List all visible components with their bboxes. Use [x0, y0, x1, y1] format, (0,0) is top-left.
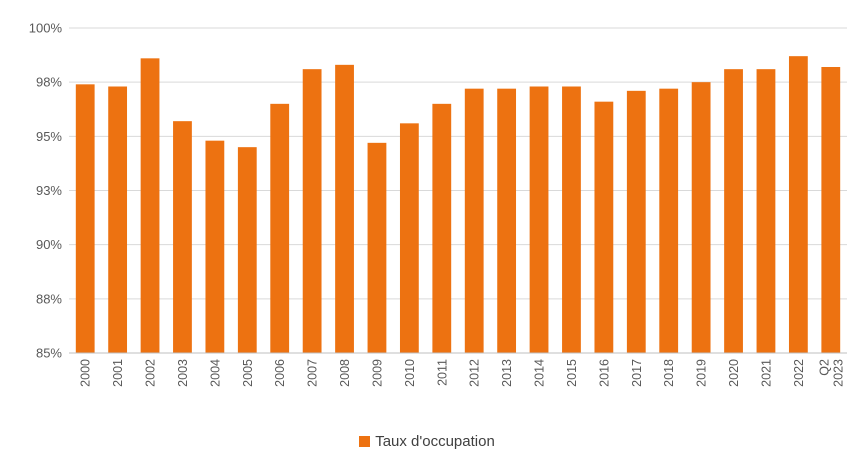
x-tick-label: 2014	[533, 359, 547, 387]
bar	[367, 142, 387, 353]
x-tick-label: 2006	[273, 359, 287, 387]
x-tick-label: 2002	[144, 359, 158, 387]
gridlines	[69, 27, 847, 354]
x-tick-label: Q22023	[817, 359, 845, 387]
y-tick-label: 95%	[36, 129, 62, 144]
x-tick-label: 2009	[370, 359, 384, 387]
y-tick-label: 90%	[36, 237, 62, 252]
bar	[626, 90, 646, 353]
x-tick-label: 2011	[435, 359, 449, 386]
x-tick-label: 2010	[403, 359, 417, 387]
bar	[529, 86, 549, 353]
x-tick-label: 2004	[208, 359, 222, 387]
y-tick-label: 85%	[36, 346, 62, 361]
bar	[464, 88, 484, 354]
x-tick-label: 2007	[306, 359, 320, 387]
bar	[270, 103, 290, 353]
y-tick-label: 93%	[36, 183, 62, 198]
bar	[594, 101, 614, 354]
bar	[788, 56, 808, 354]
x-tick-label: 2001	[111, 359, 125, 387]
x-tick-label: 2003	[176, 359, 190, 387]
x-tick-label: 2013	[500, 359, 514, 387]
y-tick-label: 100%	[29, 21, 63, 36]
bar	[399, 123, 419, 353]
bar	[108, 86, 128, 353]
x-tick-label: 2000	[79, 359, 93, 387]
bar	[432, 103, 452, 353]
x-tick-label: 2020	[727, 359, 741, 387]
x-tick-label: 2019	[695, 359, 709, 387]
y-tick-label: 88%	[36, 291, 62, 306]
x-tick-label: 2005	[241, 359, 255, 387]
y-axis-tick-labels: 85% 88% 90% 93% 95% 98% 100%	[29, 21, 63, 361]
bar	[821, 67, 841, 353]
x-tick-label: 2008	[338, 359, 352, 387]
bar	[75, 84, 95, 353]
x-axis-tick-labels: 2000 2001 2002 2003 2004 2005 2006 2007 2008 2009…	[79, 359, 846, 387]
bar	[205, 140, 225, 353]
legend: Taux d'occupation	[0, 433, 854, 450]
x-tick-label: 2018	[662, 359, 676, 387]
x-tick-label: 2016	[597, 359, 611, 387]
y-tick-label: 98%	[36, 75, 62, 90]
bar	[659, 88, 679, 354]
bar	[302, 69, 322, 354]
x-tick-label: 2012	[468, 359, 482, 387]
x-tick-label: 2021	[759, 359, 773, 387]
bar	[237, 147, 257, 353]
bar	[497, 88, 517, 354]
bar	[173, 121, 192, 354]
x-tick-label: 2017	[630, 359, 644, 387]
x-tick-label: 2022	[792, 359, 806, 387]
bar	[562, 86, 581, 353]
bar	[724, 69, 743, 354]
bar	[756, 69, 776, 354]
legend-swatch	[359, 436, 371, 447]
bar	[335, 64, 354, 353]
bars	[75, 56, 841, 354]
bar	[140, 58, 160, 353]
bar	[691, 82, 711, 354]
legend-label: Taux d'occupation	[375, 433, 495, 450]
x-tick-label: 2015	[565, 359, 579, 387]
